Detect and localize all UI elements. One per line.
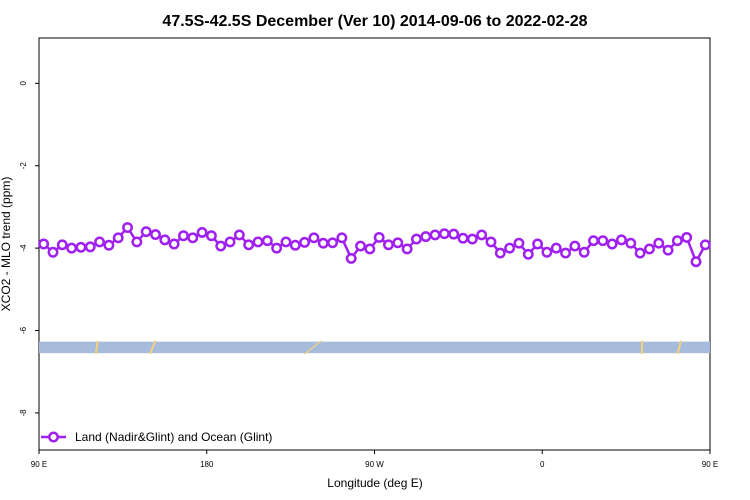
data-point bbox=[308, 232, 320, 244]
data-point bbox=[671, 235, 683, 247]
data-point bbox=[560, 247, 571, 259]
data-point bbox=[205, 230, 217, 242]
ocean-band bbox=[39, 341, 710, 354]
x-axis-title: Longitude (deg E) bbox=[327, 476, 422, 490]
data-point bbox=[47, 246, 59, 258]
data-point bbox=[66, 242, 78, 254]
x-tick-label: 0 bbox=[540, 460, 545, 469]
data-point bbox=[355, 240, 366, 252]
y-tick-label: -4 bbox=[19, 244, 28, 252]
x-tick-label: 180 bbox=[200, 460, 214, 469]
data-point bbox=[588, 235, 599, 247]
data-point bbox=[327, 237, 339, 249]
data-point bbox=[578, 246, 590, 258]
data-point bbox=[75, 241, 87, 253]
legend-marker bbox=[48, 431, 59, 443]
data-point bbox=[271, 242, 283, 254]
y-tick-label: 0 bbox=[19, 81, 28, 86]
data-point bbox=[224, 236, 236, 248]
data-point bbox=[112, 232, 124, 244]
data-point bbox=[681, 231, 693, 243]
data-point bbox=[662, 244, 674, 256]
data-point bbox=[494, 247, 506, 259]
data-point bbox=[410, 233, 422, 245]
data-point bbox=[345, 252, 357, 264]
data-point bbox=[373, 231, 385, 243]
data-point bbox=[243, 239, 255, 251]
data-point bbox=[289, 239, 301, 251]
land-segment bbox=[303, 340, 323, 355]
data-point bbox=[597, 235, 609, 247]
data-point bbox=[336, 232, 348, 244]
data-point bbox=[625, 237, 637, 249]
data-point bbox=[466, 233, 478, 245]
data-point bbox=[261, 235, 273, 247]
data-point bbox=[550, 242, 562, 254]
data-point bbox=[94, 236, 106, 248]
legend: Land (Nadir&Glint) and Ocean (Glint) bbox=[41, 430, 272, 444]
land-segment bbox=[148, 340, 157, 355]
data-point bbox=[420, 231, 432, 243]
land-segment bbox=[94, 340, 99, 355]
data-point bbox=[616, 234, 627, 246]
data-point bbox=[541, 246, 553, 258]
y-tick-label: -2 bbox=[19, 162, 28, 170]
land-segment bbox=[676, 340, 683, 355]
data-point bbox=[159, 234, 171, 246]
data-point bbox=[38, 238, 50, 250]
data-point bbox=[569, 240, 581, 252]
data-point bbox=[168, 238, 180, 250]
legend-label: Land (Nadir&Glint) and Ocean (Glint) bbox=[75, 430, 272, 444]
data-point bbox=[187, 232, 199, 244]
chart-title: 47.5S-42.5S December (Ver 10) 2014-09-06… bbox=[162, 13, 587, 30]
data-point bbox=[448, 228, 460, 240]
data-point bbox=[140, 226, 152, 238]
y-axis: 0 -2 -4 -6 -8 bbox=[19, 81, 39, 417]
data-point bbox=[429, 229, 441, 241]
data-point bbox=[280, 236, 292, 248]
data-point bbox=[699, 239, 711, 251]
data-point bbox=[252, 236, 264, 248]
data-point bbox=[364, 243, 376, 255]
data-point bbox=[317, 237, 329, 249]
land-segment bbox=[640, 340, 644, 355]
data-point bbox=[457, 232, 469, 244]
x-tick-label: 90 E bbox=[702, 460, 718, 469]
land-ocean-band bbox=[39, 340, 710, 355]
data-point bbox=[196, 227, 208, 238]
data-point bbox=[643, 243, 655, 255]
x-tick-label: 90 E bbox=[31, 460, 47, 469]
data-point bbox=[383, 239, 394, 251]
data-point bbox=[532, 238, 544, 250]
x-tick-label: 90 W bbox=[365, 460, 384, 469]
data-point bbox=[606, 238, 618, 250]
data-point bbox=[122, 222, 133, 233]
data-point bbox=[476, 229, 488, 241]
data-point bbox=[653, 237, 665, 249]
data-point bbox=[690, 256, 702, 268]
data-point bbox=[513, 237, 525, 249]
data-point bbox=[233, 229, 245, 241]
data-point bbox=[84, 241, 96, 253]
data-point bbox=[299, 236, 311, 248]
y-tick-label: -8 bbox=[19, 409, 28, 417]
data-point bbox=[150, 229, 161, 240]
data-point bbox=[401, 243, 413, 255]
data-point bbox=[392, 237, 404, 249]
data-point bbox=[178, 230, 189, 242]
data-point bbox=[634, 247, 646, 259]
data-point bbox=[103, 239, 115, 251]
data-point bbox=[215, 240, 227, 252]
y-axis-title: XCO2 - MLO trend (ppm) bbox=[0, 177, 13, 312]
data-point bbox=[485, 236, 497, 248]
data-point bbox=[56, 239, 68, 251]
y-tick-label: -6 bbox=[19, 326, 28, 334]
data-point bbox=[504, 242, 516, 254]
data-point bbox=[522, 248, 534, 260]
series-layer bbox=[38, 222, 711, 268]
data-point bbox=[131, 236, 143, 248]
data-point bbox=[438, 228, 450, 240]
